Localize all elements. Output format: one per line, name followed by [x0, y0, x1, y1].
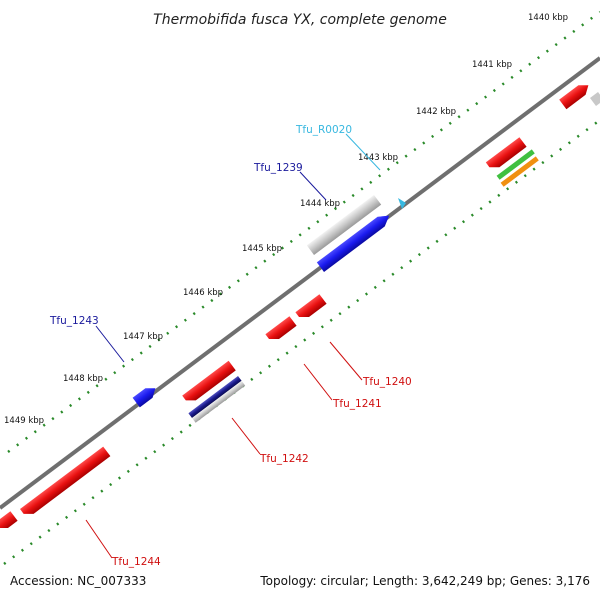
gene-feature-tfu-1243[interactable] — [132, 383, 159, 408]
lower-track — [0, 137, 539, 533]
gene-feature-tfu-1244[interactable] — [20, 446, 111, 519]
map-title: Thermobifida fusca YX, complete genome — [153, 12, 447, 28]
kbp-label: 1444 kbp — [300, 199, 340, 209]
gene-feature-tfu-1241[interactable] — [265, 316, 297, 344]
gene-label-tfu-1243[interactable]: Tfu_1243 — [49, 315, 99, 327]
gene-feature-gray[interactable] — [306, 194, 382, 256]
gene-label-tfu-1239[interactable]: Tfu_1239 — [253, 162, 303, 174]
outer-tick-ring — [7, 10, 600, 454]
gene-label-tfu-1242[interactable]: Tfu_1242 — [259, 453, 309, 465]
gene-labels: Tfu_R0020 Tfu_1239 Tfu_1243 Tfu_1240 Tfu… — [49, 124, 412, 568]
genome-backbone — [0, 56, 600, 510]
gene-label-tfu-r0020[interactable]: Tfu_R0020 — [295, 124, 352, 136]
inner-tick-ring — [3, 118, 600, 566]
gene-feature-red[interactable] — [182, 360, 236, 405]
kbp-label: 1447 kbp — [123, 332, 163, 342]
gene-feature-red[interactable] — [559, 80, 592, 110]
upper-track — [132, 80, 600, 408]
gene-feature-orange[interactable] — [500, 156, 539, 187]
gene-feature-green[interactable] — [496, 149, 535, 180]
gene-feature-red[interactable] — [485, 137, 527, 172]
leader-lines — [85, 133, 381, 559]
kbp-labels: 1440 kbp 1441 kbp 1442 kbp 1443 kbp 1444… — [4, 13, 568, 426]
gene-label-tfu-1241[interactable]: Tfu_1241 — [332, 398, 382, 410]
kbp-label: 1441 kbp — [472, 60, 512, 70]
gene-feature-red[interactable] — [0, 511, 18, 533]
gene-label-tfu-1240[interactable]: Tfu_1240 — [362, 376, 412, 388]
kbp-label: 1440 kbp — [528, 13, 568, 23]
gene-feature-tfu-1242[interactable] — [188, 375, 246, 423]
gene-feature-tfu-1239[interactable] — [316, 211, 393, 273]
kbp-label: 1442 kbp — [416, 107, 456, 117]
kbp-label: 1448 kbp — [63, 374, 103, 384]
gene-feature-gray[interactable] — [589, 91, 600, 107]
kbp-label: 1443 kbp — [358, 153, 398, 163]
genome-summary-text: Topology: circular; Length: 3,642,249 bp… — [259, 574, 590, 588]
gene-label-tfu-1244[interactable]: Tfu_1244 — [111, 556, 161, 568]
gene-feature-tfu-r0020[interactable] — [398, 198, 406, 209]
kbp-label: 1449 kbp — [4, 416, 44, 426]
kbp-label: 1445 kbp — [242, 244, 282, 254]
accession-text: Accession: NC_007333 — [10, 574, 146, 588]
gene-feature-tfu-1240[interactable] — [295, 294, 327, 322]
kbp-label: 1446 kbp — [183, 288, 223, 298]
